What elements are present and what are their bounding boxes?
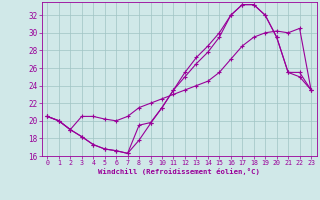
X-axis label: Windchill (Refroidissement éolien,°C): Windchill (Refroidissement éolien,°C) [98,168,260,175]
